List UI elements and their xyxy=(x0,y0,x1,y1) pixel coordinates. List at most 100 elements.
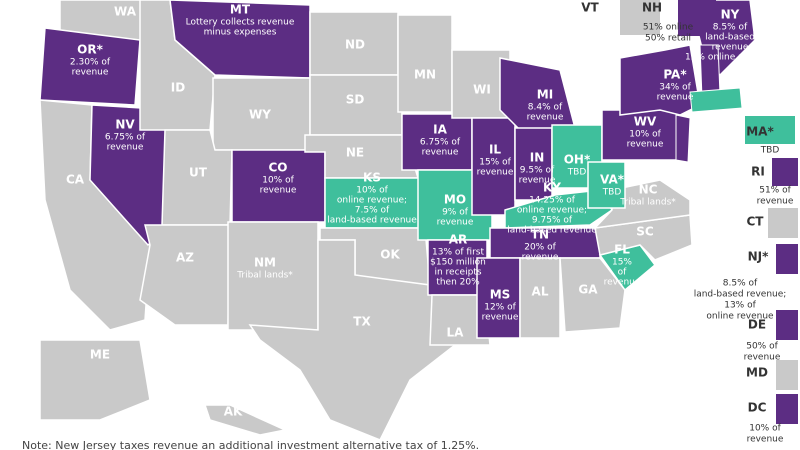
sidebar-swatch xyxy=(776,310,798,340)
state-label: SD xyxy=(346,93,365,107)
state-shape xyxy=(519,257,561,339)
state-note: 9% of xyxy=(442,208,469,218)
sidebar-label: NH xyxy=(642,1,662,15)
state-label: KS xyxy=(363,171,381,185)
state-label: TX xyxy=(353,315,371,329)
state-label: WA xyxy=(114,5,137,19)
state-label: WV xyxy=(634,115,657,129)
state-note: then 20% xyxy=(436,278,480,288)
sidebar-label: MD xyxy=(746,366,768,380)
sidebar-note: 8.5% of xyxy=(723,279,758,289)
sidebar-note: 51% of xyxy=(759,186,791,196)
state-note: 7.5% of xyxy=(355,206,390,216)
sidebar-note: 50% retail xyxy=(645,34,691,44)
state-label: FL xyxy=(614,243,630,257)
state-note: of xyxy=(618,268,628,278)
state-note: 10% of xyxy=(262,176,294,186)
state-label: AK xyxy=(224,405,243,419)
state-label: CO xyxy=(268,161,287,175)
sidebar-label: NJ* xyxy=(748,250,770,264)
sidebar-label: RI xyxy=(751,165,765,179)
state-label: NY xyxy=(721,8,740,22)
state-note: revenue xyxy=(260,186,297,196)
state-label: WY xyxy=(249,108,271,122)
state-label: CA xyxy=(66,173,85,187)
state-label: OK xyxy=(380,248,400,262)
state-label: ID xyxy=(171,81,185,95)
sidebar-note: online revenue xyxy=(706,312,774,322)
state-label: NE xyxy=(346,146,364,160)
state-shape xyxy=(139,224,231,326)
state-note: 9.5% of xyxy=(520,166,555,176)
state-note: 15% xyxy=(612,258,632,268)
state-note: revenue xyxy=(482,313,519,323)
state-shape xyxy=(397,14,453,113)
sidebar-label: MA* xyxy=(746,125,774,139)
state-note: Tribal lands* xyxy=(236,271,293,281)
state-note: 2.30% of xyxy=(70,58,111,68)
state-note: Tribal lands* xyxy=(619,198,676,208)
state-label: AZ xyxy=(176,251,194,265)
state-shape xyxy=(203,404,288,436)
state-shape xyxy=(559,257,626,333)
sidebar-label: DE xyxy=(748,318,766,332)
sidebar-note: 50% of xyxy=(746,342,778,352)
state-label: LA xyxy=(447,326,465,340)
state-note: 12% of xyxy=(484,303,516,313)
state-note: online revenue; xyxy=(517,206,587,216)
state-note: revenue xyxy=(422,148,459,158)
state-shape xyxy=(169,0,311,79)
state-note: in receipts xyxy=(434,268,481,278)
sidebar-note: 10% of xyxy=(749,424,781,434)
state-shape xyxy=(429,294,491,346)
sidebar-label: CT xyxy=(747,215,765,229)
state-label: NM xyxy=(254,256,276,270)
sidebar-note: 51% online xyxy=(643,23,694,33)
state-shape xyxy=(619,44,701,116)
state-label: MS xyxy=(490,288,511,302)
sidebar-note: revenue xyxy=(744,353,781,363)
state-note: revenue xyxy=(627,140,664,150)
sidebar-swatch xyxy=(776,360,798,390)
state-label: OR* xyxy=(77,43,103,57)
state-note: 8.4% of xyxy=(528,103,563,113)
state-note: 13% of first xyxy=(432,248,484,258)
state-label: PA* xyxy=(663,68,687,82)
state-label: IA xyxy=(433,123,447,137)
state-note: revenue xyxy=(657,93,694,103)
state-label: IN xyxy=(530,151,545,165)
state-note: 34% of xyxy=(659,83,691,93)
state-label: ND xyxy=(345,38,365,52)
sidebar-label: VT xyxy=(581,1,599,15)
state-note: 6.75% of xyxy=(420,138,461,148)
sidebar-note: revenue xyxy=(747,435,784,445)
state-note: 10% of xyxy=(629,130,661,140)
state-shape xyxy=(248,239,456,441)
state-note: revenue xyxy=(519,176,556,186)
sidebar-swatch xyxy=(620,0,660,35)
state-note: minus expenses xyxy=(204,28,277,38)
state-label: SC xyxy=(636,225,654,239)
sidebar-label: DC xyxy=(748,401,767,415)
state-note: TBD xyxy=(602,188,622,198)
state-note: 8.5% of xyxy=(713,23,748,33)
state-label: MN xyxy=(414,68,436,82)
state-label: TN xyxy=(531,228,549,242)
state-label: GA xyxy=(578,283,598,297)
state-note: land-based revenue xyxy=(507,226,597,236)
state-label: UT xyxy=(189,166,208,180)
state-note: online revenue; xyxy=(337,196,407,206)
state-shape xyxy=(587,161,626,209)
state-note: $150 million xyxy=(430,258,486,268)
state-label: KY xyxy=(543,181,561,195)
state-note: 14.25% of xyxy=(529,196,576,206)
state-label: WI xyxy=(473,83,491,97)
state-note: revenue xyxy=(107,143,144,153)
state-note: land-based revenue xyxy=(327,216,417,226)
state-shape xyxy=(39,339,151,421)
state-shape xyxy=(689,87,743,113)
state-note: 10% of xyxy=(356,186,388,196)
state-note: revenue xyxy=(712,43,749,53)
state-shape xyxy=(39,27,141,106)
state-shape xyxy=(675,114,691,163)
